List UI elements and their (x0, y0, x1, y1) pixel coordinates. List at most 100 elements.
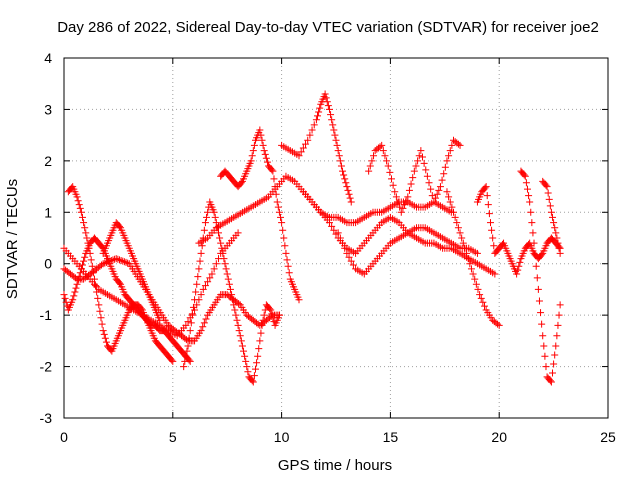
data-point (472, 280, 480, 288)
data-point (520, 171, 528, 179)
y-tick-label: -3 (40, 410, 53, 426)
data-point (323, 98, 331, 106)
data-point (379, 147, 387, 155)
data-point (467, 265, 475, 273)
data-point (206, 274, 214, 282)
data-point (231, 306, 239, 314)
data-point (365, 167, 373, 175)
data-point (344, 186, 352, 194)
data-point (549, 369, 557, 377)
data-point (440, 170, 448, 178)
data-point (262, 154, 270, 162)
data-point (530, 239, 538, 247)
data-point (98, 243, 106, 251)
x-tick-label: 10 (274, 429, 290, 445)
data-point (72, 284, 80, 292)
data-point (343, 249, 351, 257)
data-point (232, 311, 240, 319)
data-point (345, 190, 353, 198)
data-point (95, 301, 103, 309)
data-point (554, 239, 562, 247)
data-point (216, 234, 224, 242)
data-point (485, 210, 493, 218)
data-point (538, 320, 546, 328)
data-point (295, 296, 303, 304)
data-point (368, 157, 376, 165)
data-point (448, 141, 456, 149)
data-point (417, 147, 425, 155)
data-point (479, 298, 487, 306)
data-point (513, 270, 521, 278)
data-point (539, 332, 547, 340)
data-point (418, 153, 426, 161)
data-point (275, 208, 283, 216)
data-point (329, 121, 337, 129)
data-point (535, 297, 543, 305)
data-point (555, 311, 563, 319)
data-point (330, 126, 338, 134)
data-point (258, 136, 266, 144)
data-point (528, 219, 536, 227)
data-point (280, 234, 288, 242)
data-point (404, 193, 412, 201)
data-point (445, 152, 453, 160)
data-point (337, 162, 345, 170)
data-point (346, 194, 354, 202)
series-sat-n (473, 183, 564, 278)
data-point (101, 334, 109, 342)
x-tick-label: 5 (169, 429, 177, 445)
data-point (97, 314, 105, 322)
data-point (204, 278, 212, 286)
data-point (283, 256, 291, 264)
data-point (194, 273, 202, 281)
data-point (119, 257, 127, 265)
data-point (525, 192, 533, 200)
data-point (74, 197, 82, 205)
data-point (203, 213, 211, 221)
series-sat-i (278, 90, 355, 206)
data-point (333, 141, 341, 149)
data-point (197, 327, 205, 335)
x-tick-label: 15 (383, 429, 399, 445)
data-point (550, 360, 558, 368)
data-point (327, 111, 335, 119)
series-sat-p (539, 177, 564, 257)
data-point (236, 332, 244, 340)
data-point (516, 258, 524, 266)
data-point (261, 150, 269, 158)
data-point (330, 226, 338, 234)
data-point (430, 198, 438, 206)
data-point (469, 270, 477, 278)
data-point (258, 321, 266, 329)
data-point (237, 179, 245, 187)
data-point (312, 116, 320, 124)
data-point (217, 239, 225, 247)
data-point (240, 347, 248, 355)
series-sat-l (365, 136, 464, 216)
data-point (471, 275, 479, 283)
data-point (263, 158, 271, 166)
data-point (514, 266, 522, 274)
data-point (76, 204, 84, 212)
data-point (99, 327, 107, 335)
data-point (458, 234, 466, 242)
data-point (454, 224, 462, 232)
data-point (180, 363, 188, 371)
data-point (250, 372, 258, 380)
data-point (61, 294, 69, 302)
data-point (324, 102, 332, 110)
data-point (392, 193, 400, 201)
data-point (169, 357, 177, 365)
data-point (243, 363, 251, 371)
y-tick-label: 3 (44, 101, 52, 117)
data-point (248, 152, 256, 160)
data-point (476, 291, 484, 299)
data-point (556, 301, 564, 309)
data-point (341, 175, 349, 183)
data-point (185, 356, 193, 364)
data-point (87, 256, 95, 264)
data-point (69, 296, 77, 304)
data-point (310, 121, 318, 129)
data-point (120, 258, 128, 266)
